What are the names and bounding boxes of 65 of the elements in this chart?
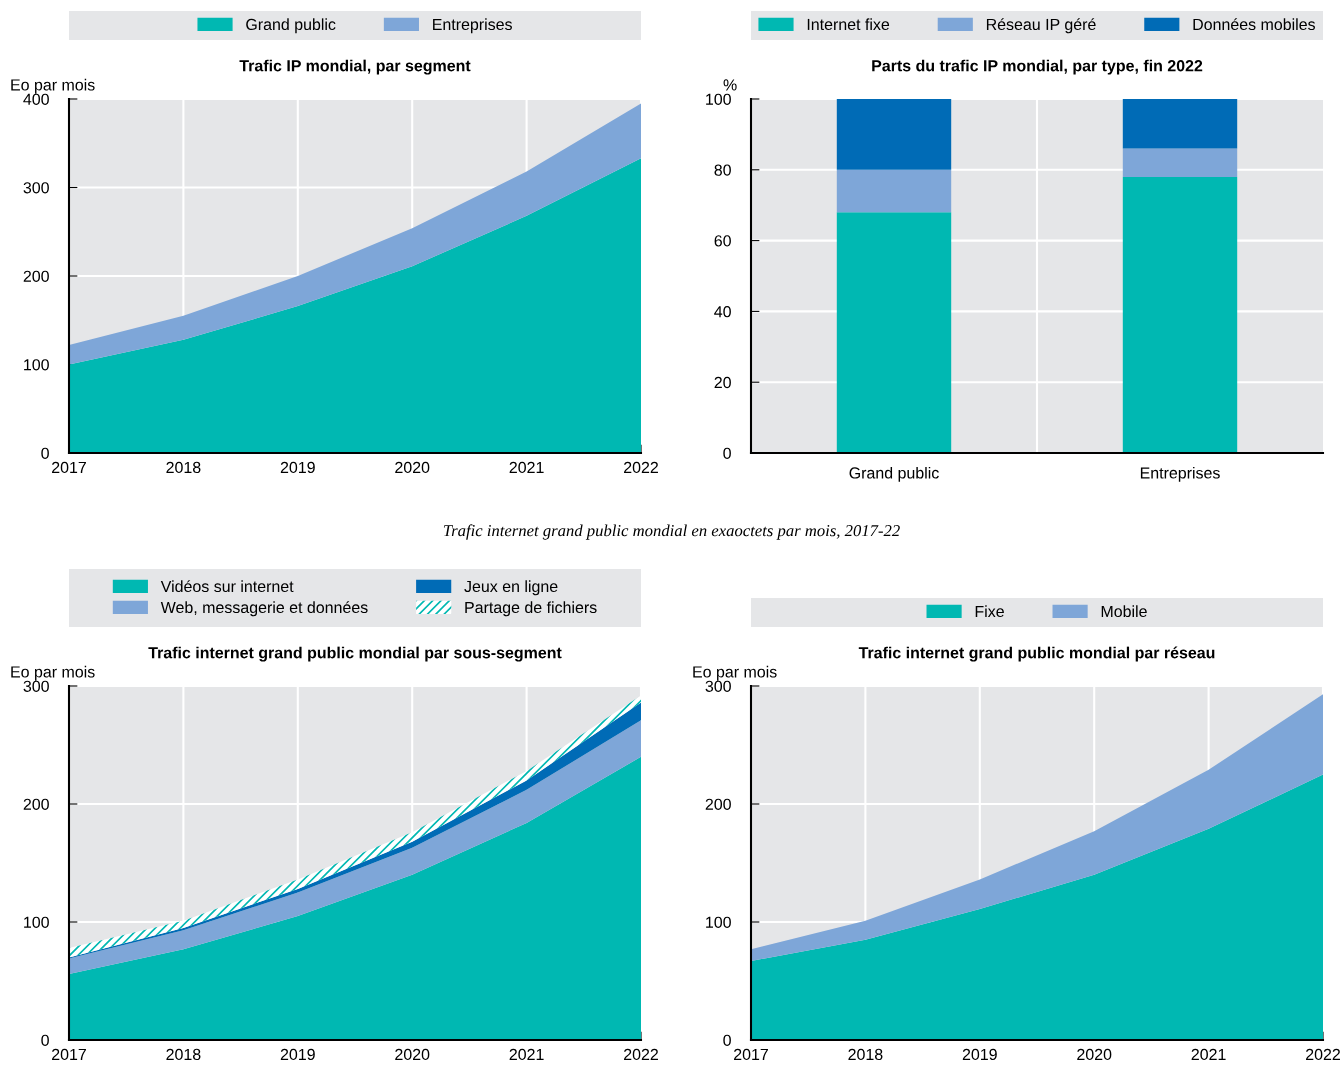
y-tick-label: 300 <box>705 680 731 692</box>
legend-label: Grand public <box>246 18 336 34</box>
y-tick-label: 40 <box>714 306 731 318</box>
y-tick-label: 200 <box>705 798 731 810</box>
y-tick-label: 300 <box>23 182 49 194</box>
x-tick-label: 2021 <box>509 1048 544 1061</box>
bar <box>836 212 952 453</box>
legend-label: Web, messagerie et données <box>160 601 368 617</box>
y-tick-label: 300 <box>23 680 49 692</box>
x-tick-label: 2018 <box>166 461 201 474</box>
x-tick-label: 2018 <box>848 1048 883 1061</box>
x-tick-label: 2020 <box>395 461 430 474</box>
y-tick-label: 100 <box>24 916 49 928</box>
x-tick-label: 2022 <box>624 461 658 474</box>
chart-title: Trafic IP mondial, par segment <box>239 59 471 75</box>
chart-title: Trafic internet grand public mondial par réseau <box>858 646 1215 662</box>
legend-label: Mobile <box>1101 605 1147 618</box>
x-tick-label: 2018 <box>166 1048 201 1061</box>
x-tick-label: 2017 <box>52 461 86 474</box>
y-tick-label: 400 <box>23 93 49 105</box>
chart-title: Trafic internet grand public mondial par sous-segment <box>148 646 562 662</box>
y-axis-title: Eo par mois <box>693 665 777 681</box>
x-tick-label: 2021 <box>1191 1048 1226 1061</box>
x-tick-label: 2017 <box>52 1048 86 1061</box>
x-tick-label: 2022 <box>624 1048 658 1061</box>
y-tick-label: 0 <box>41 447 49 459</box>
y-tick-label: 60 <box>714 235 731 247</box>
x-tick-label: 2019 <box>280 461 315 474</box>
bar <box>1122 99 1238 149</box>
y-tick-label: 20 <box>714 376 731 389</box>
x-tick-label: Grand public <box>849 466 939 482</box>
legend-label: Données mobiles <box>1193 18 1315 31</box>
y-axis-title: % <box>723 79 737 91</box>
x-tick-label: 2017 <box>734 1048 768 1061</box>
legend-label: Fixe <box>975 605 1004 618</box>
legend-label: Vidéos sur internet <box>160 580 294 593</box>
legend-label: Partage de fichiers <box>465 601 597 617</box>
legend-label: Entreprises <box>433 18 512 34</box>
x-tick-label: 2020 <box>395 1048 430 1061</box>
x-tick-label: 2022 <box>1306 1048 1340 1061</box>
y-axis-title: Eo par mois <box>11 665 95 681</box>
text: Trafic internet grand public mondial en exaoctets par mois, 2017-22 <box>443 524 900 540</box>
x-tick-label: 2020 <box>1077 1048 1112 1061</box>
y-tick-label: 100 <box>24 359 49 371</box>
legend-label: Réseau IP géré <box>986 18 1096 34</box>
y-tick-label: 0 <box>723 1034 731 1046</box>
y-tick-label: 100 <box>706 916 731 928</box>
x-tick-label: 2019 <box>962 1048 997 1061</box>
x-tick-label: 2019 <box>280 1048 315 1061</box>
y-tick-label: 200 <box>23 798 49 810</box>
bar <box>1122 176 1238 453</box>
y-tick-label: 0 <box>41 1034 49 1046</box>
legend-label: Jeux en ligne <box>464 580 558 596</box>
y-tick-label: 100 <box>706 93 731 105</box>
y-tick-label: 200 <box>23 270 49 282</box>
y-tick-label: 80 <box>714 164 731 176</box>
x-tick-label: Entreprises <box>1140 466 1220 482</box>
bar <box>836 99 952 170</box>
bar <box>836 169 952 213</box>
legend-label: Internet fixe <box>807 18 890 31</box>
x-tick-label: 2021 <box>509 461 544 474</box>
chart-title: Parts du trafic IP mondial, par type, fin 2022 <box>872 59 1203 75</box>
y-axis-title: Eo par mois <box>11 78 95 94</box>
bar <box>1122 148 1238 177</box>
y-tick-label: 0 <box>723 447 731 459</box>
